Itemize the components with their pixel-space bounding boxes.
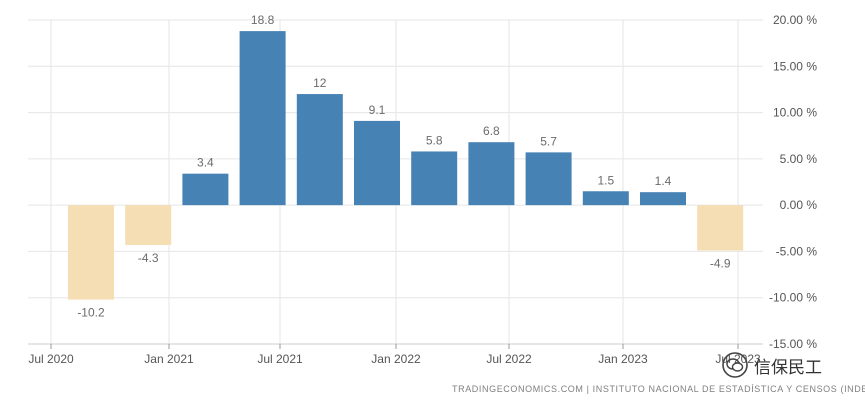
bar[interactable] (125, 205, 172, 245)
x-tick-label: Jul 2020 (28, 352, 74, 366)
x-tick-label: Jan 2022 (371, 352, 421, 366)
bar[interactable] (182, 173, 229, 206)
x-tick-label: Jan 2021 (144, 352, 194, 366)
bar[interactable] (697, 205, 744, 251)
data-labels: -10.2 -4.3 3.4 18.8 12 9.1 5.8 6.8 5.7 1.5 1.4 -4.9 (77, 13, 731, 319)
y-axis: 20.00 % 15.00 % 10.00 % 5.00 % 0.00 % -5.00 %… (769, 13, 817, 351)
wechat-icon (722, 352, 748, 378)
bars (68, 31, 744, 300)
y-tick-label: 0.00 % (780, 198, 818, 212)
source-credit[interactable]: TRADINGECONOMICS.COM | INSTITUTO NACIONA… (452, 384, 865, 394)
bar[interactable] (68, 205, 114, 300)
y-tick-label: 10.00 % (773, 106, 817, 120)
data-label: 18.8 (251, 13, 275, 27)
data-label: 1.5 (597, 173, 614, 187)
data-label: -4.9 (710, 257, 731, 271)
y-tick-label: -15.00 % (769, 337, 817, 351)
data-label: 9.1 (369, 103, 386, 117)
x-axis: Jul 2020 Jan 2021 Jul 2021 Jan 2022 Jul 2022… (28, 343, 763, 366)
watermark-text: 信保民工 (754, 357, 822, 378)
bar[interactable] (239, 31, 286, 206)
y-tick-label: -5.00 % (776, 244, 818, 258)
bar[interactable] (640, 192, 686, 206)
bar[interactable] (411, 151, 458, 206)
y-tick-label: 20.00 % (773, 13, 817, 27)
data-label: 5.8 (426, 133, 443, 147)
y-tick-label: -10.00 % (769, 291, 817, 305)
data-label: -10.2 (77, 306, 105, 320)
data-label: 12 (313, 76, 327, 90)
data-label: -4.3 (138, 251, 159, 265)
bar[interactable] (354, 120, 400, 206)
data-label: 1.4 (655, 174, 672, 188)
data-label: 5.7 (540, 134, 557, 148)
bar[interactable] (468, 142, 515, 206)
watermark: 信保民工 (722, 352, 822, 378)
data-label: 3.4 (197, 156, 214, 170)
bar[interactable] (525, 152, 572, 206)
bar[interactable] (582, 191, 629, 206)
y-tick-label: 5.00 % (780, 152, 818, 166)
x-tick-label: Jul 2022 (486, 352, 532, 366)
bar[interactable] (296, 94, 343, 206)
y-tick-label: 15.00 % (773, 59, 817, 73)
data-label: 6.8 (483, 124, 500, 138)
x-tick-label: Jan 2023 (598, 352, 648, 366)
x-tick-label: Jul 2021 (257, 352, 303, 366)
